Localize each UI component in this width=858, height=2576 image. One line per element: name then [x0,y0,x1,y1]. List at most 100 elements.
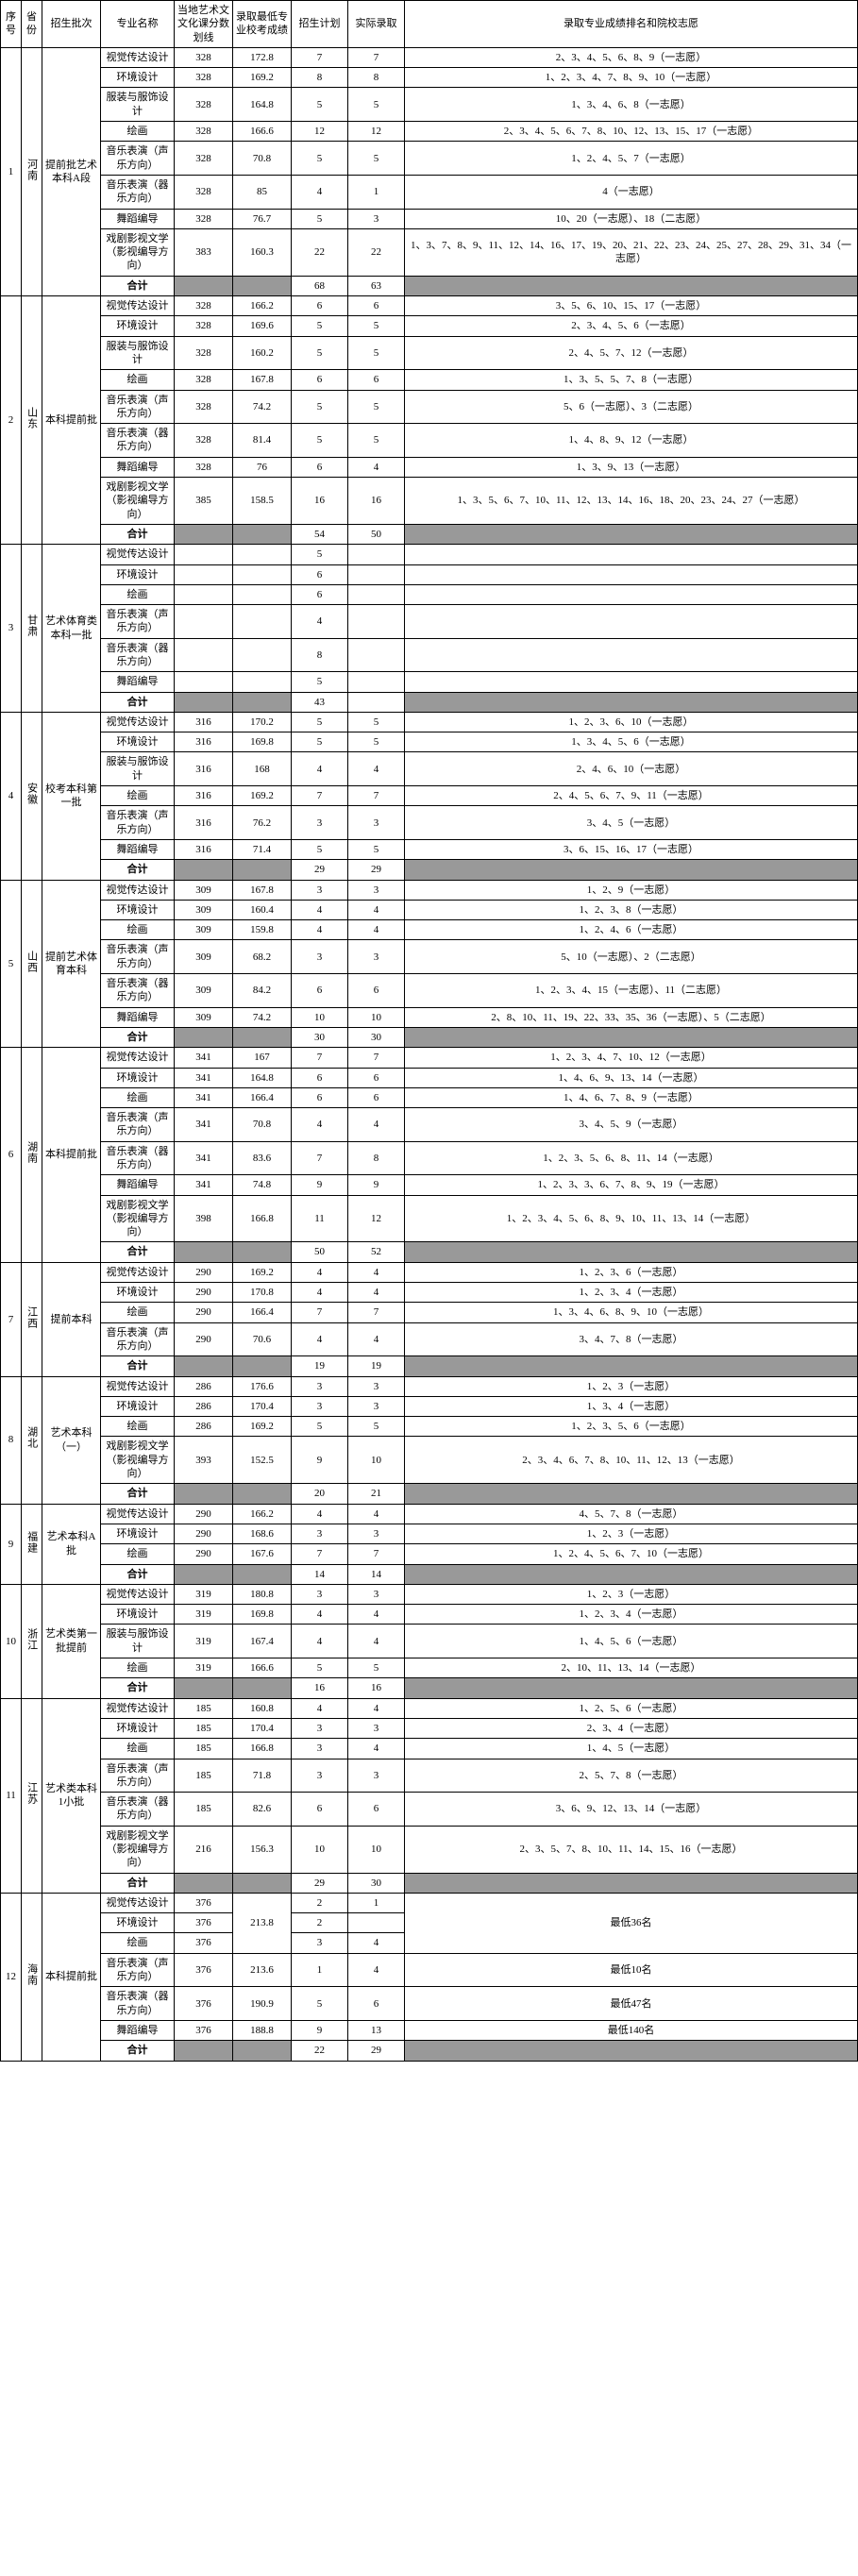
exam-cell: 167.8 [233,880,292,900]
major-cell: 环境设计 [101,1718,175,1738]
plan-cell: 4 [292,605,348,639]
major-cell: 视觉传达设计 [101,1376,175,1396]
actual-cell: 4 [348,1322,405,1356]
cult-cell: 290 [175,1544,233,1564]
rank-cell [405,638,858,672]
header-cell: 专业名称 [101,1,175,48]
actual-cell: 1 [348,1893,405,1912]
header-cell: 录取最低专业校考成绩 [233,1,292,48]
major-cell: 视觉传达设计 [101,1048,175,1068]
total-label: 合计 [101,2041,175,2061]
idx-cell: 12 [1,1893,22,2061]
actual-cell [348,564,405,584]
cult-cell: 328 [175,457,233,477]
exam-cell: 167.6 [233,1544,292,1564]
major-cell: 服装与服饰设计 [101,88,175,122]
total-gray [405,692,858,712]
batch-cell: 艺术本科A批 [42,1504,101,1584]
cult-cell: 328 [175,336,233,370]
actual-cell: 4 [348,1504,405,1524]
actual-cell: 3 [348,880,405,900]
cult-cell: 290 [175,1524,233,1543]
rank-cell: 最低36名 [405,1893,858,1953]
province-cell: 江西 [22,1262,42,1376]
exam-cell: 169.6 [233,316,292,336]
total-gray [175,1356,233,1376]
cult-cell: 319 [175,1605,233,1625]
exam-cell: 70.6 [233,1322,292,1356]
actual-cell: 4 [348,900,405,919]
total-gray [405,276,858,295]
exam-cell: 213.8 [233,1893,292,1953]
cult-cell: 286 [175,1396,233,1416]
cult-cell: 328 [175,68,233,88]
province-cell: 河南 [22,47,42,295]
rank-cell: 最低10名 [405,1953,858,1987]
exam-cell: 167.8 [233,370,292,390]
province-cell: 湖南 [22,1048,42,1263]
rank-cell: 1、2、3、4、7、8、9、10（一志愿） [405,68,858,88]
major-cell: 音乐表演（声乐方向） [101,940,175,974]
total-actual: 29 [348,860,405,880]
exam-cell: 166.8 [233,1195,292,1242]
total-plan: 68 [292,276,348,295]
major-cell: 视觉传达设计 [101,545,175,564]
total-gray [405,1242,858,1262]
exam-cell: 166.2 [233,1504,292,1524]
cult-cell: 341 [175,1048,233,1068]
exam-cell: 167.4 [233,1625,292,1658]
rank-cell: 1、2、3、3、6、7、8、9、19（一志愿） [405,1175,858,1195]
total-plan: 16 [292,1678,348,1698]
cult-cell: 316 [175,732,233,752]
actual-cell: 5 [348,142,405,176]
plan-cell: 3 [292,1584,348,1604]
actual-cell: 5 [348,88,405,122]
exam-cell: 169.8 [233,1605,292,1625]
major-cell: 音乐表演（声乐方向） [101,1322,175,1356]
cult-cell: 185 [175,1759,233,1793]
total-gray [233,692,292,712]
rank-cell: 5、10（一志愿）、2（二志愿） [405,940,858,974]
batch-cell: 艺术类第一批提前 [42,1584,101,1698]
major-cell: 音乐表演（器乐方向） [101,1793,175,1827]
major-cell: 环境设计 [101,1605,175,1625]
plan-cell: 5 [292,545,348,564]
plan-cell: 5 [292,142,348,176]
cult-cell [175,564,233,584]
cult-cell [175,605,233,639]
total-actual: 19 [348,1356,405,1376]
rank-cell: 2、3、4、6、7、8、10、11、12、13（一志愿） [405,1437,858,1484]
total-actual: 50 [348,524,405,544]
cult-cell: 328 [175,122,233,142]
total-gray [405,524,858,544]
rank-cell [405,584,858,604]
major-cell: 舞蹈编导 [101,1007,175,1027]
total-gray [233,276,292,295]
rank-cell: 4、5、7、8（一志愿） [405,1504,858,1524]
actual-cell: 3 [348,940,405,974]
exam-cell: 160.8 [233,1698,292,1718]
cult-cell: 376 [175,1987,233,2021]
major-cell: 绘画 [101,1658,175,1678]
major-cell: 音乐表演（声乐方向） [101,1108,175,1142]
actual-cell: 13 [348,2020,405,2040]
plan-cell: 10 [292,1826,348,1873]
plan-cell: 22 [292,228,348,276]
total-gray [405,1356,858,1376]
cult-cell: 309 [175,920,233,940]
actual-cell: 8 [348,1141,405,1175]
idx-cell: 9 [1,1504,22,1584]
total-plan: 54 [292,524,348,544]
plan-cell: 4 [292,1322,348,1356]
actual-cell: 6 [348,1793,405,1827]
major-cell: 舞蹈编导 [101,2020,175,2040]
exam-cell: 172.8 [233,47,292,67]
cult-cell: 216 [175,1826,233,1873]
exam-cell: 160.3 [233,228,292,276]
rank-cell: 最低47名 [405,1987,858,2021]
major-cell: 舞蹈编导 [101,1175,175,1195]
rank-cell: 1、4、6、9、13、14（一志愿） [405,1068,858,1087]
exam-cell: 76.7 [233,209,292,228]
rank-cell: 1、2、4、5、6、7、10（一志愿） [405,1544,858,1564]
exam-cell: 169.8 [233,732,292,752]
